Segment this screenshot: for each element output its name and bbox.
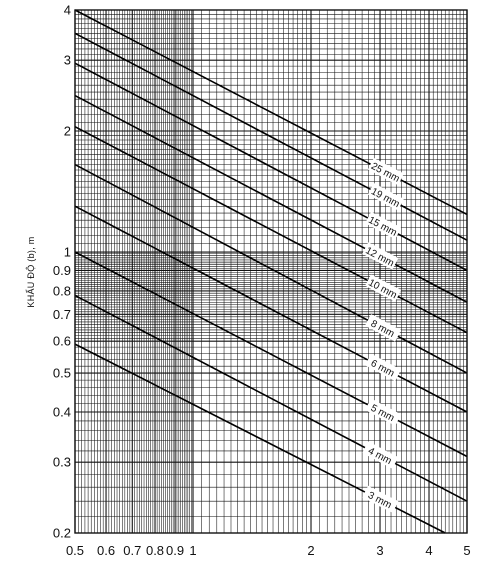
plot-frame bbox=[74, 9, 468, 534]
y-tick-label: 0.8 bbox=[53, 283, 71, 298]
y-tick-labels: 0.2 0.3 0.4 0.5 0.6 0.7 0.8 0.9 1 2 3 4 bbox=[53, 3, 71, 541]
y-tick-label: 0.3 bbox=[53, 455, 71, 470]
series-label-bg bbox=[367, 183, 404, 211]
series-label-bg bbox=[365, 274, 402, 302]
x-tick-label: 0.5 bbox=[66, 543, 84, 558]
series-line bbox=[74, 163, 468, 374]
y-tick-label: 2 bbox=[64, 124, 71, 139]
series-label-group: 5 mm bbox=[365, 398, 402, 426]
x-tick-label: 5 bbox=[463, 543, 470, 558]
series-label-group: 6 mm bbox=[365, 353, 402, 382]
series-label-bg bbox=[362, 242, 399, 270]
y-tick-label: 0.6 bbox=[53, 334, 71, 349]
series-label-bg bbox=[365, 314, 402, 342]
series-line bbox=[74, 94, 468, 303]
y-tick-label: 0.7 bbox=[53, 307, 71, 322]
x-tick-label: 0.9 bbox=[166, 543, 184, 558]
series-label-bg bbox=[362, 485, 399, 513]
series-label-bg bbox=[362, 441, 399, 469]
x-tick-label: 0.6 bbox=[97, 543, 115, 558]
x-tick-label: 4 bbox=[425, 543, 432, 558]
series-line bbox=[74, 294, 468, 502]
y-tick-label: 1 bbox=[64, 245, 71, 260]
series-line bbox=[74, 125, 468, 334]
x-tick-label: 1 bbox=[189, 543, 196, 558]
series-label-bg bbox=[365, 211, 402, 240]
y-axis-label: KHẨU ĐỘ (b), m bbox=[25, 236, 36, 307]
series-line bbox=[74, 205, 468, 413]
y-tick-label: 0.2 bbox=[53, 526, 71, 541]
y-tick-label: 3 bbox=[64, 53, 71, 68]
x-tick-label: 0.7 bbox=[123, 543, 141, 558]
series-line bbox=[74, 9, 468, 216]
series-line bbox=[74, 62, 468, 272]
x-tick-label: 2 bbox=[307, 543, 314, 558]
series-line bbox=[74, 32, 468, 241]
series-label-bg bbox=[367, 157, 404, 186]
series-label-group: 8 mm bbox=[365, 314, 402, 342]
series-label-bg bbox=[365, 353, 402, 382]
series-label-bg bbox=[365, 398, 402, 426]
x-tick-labels: 0.5 0.6 0.7 0.8 0.9 1 2 3 4 5 bbox=[66, 543, 471, 558]
series-line bbox=[74, 251, 468, 458]
x-tick-label: 0.8 bbox=[146, 543, 164, 558]
axes bbox=[74, 9, 468, 534]
y-tick-label: 0.5 bbox=[53, 366, 71, 381]
y-tick-label: 0.9 bbox=[53, 263, 71, 278]
x-tick-label: 3 bbox=[376, 543, 383, 558]
y-tick-label: 0.4 bbox=[53, 404, 71, 419]
y-tick-label: 4 bbox=[64, 3, 71, 18]
